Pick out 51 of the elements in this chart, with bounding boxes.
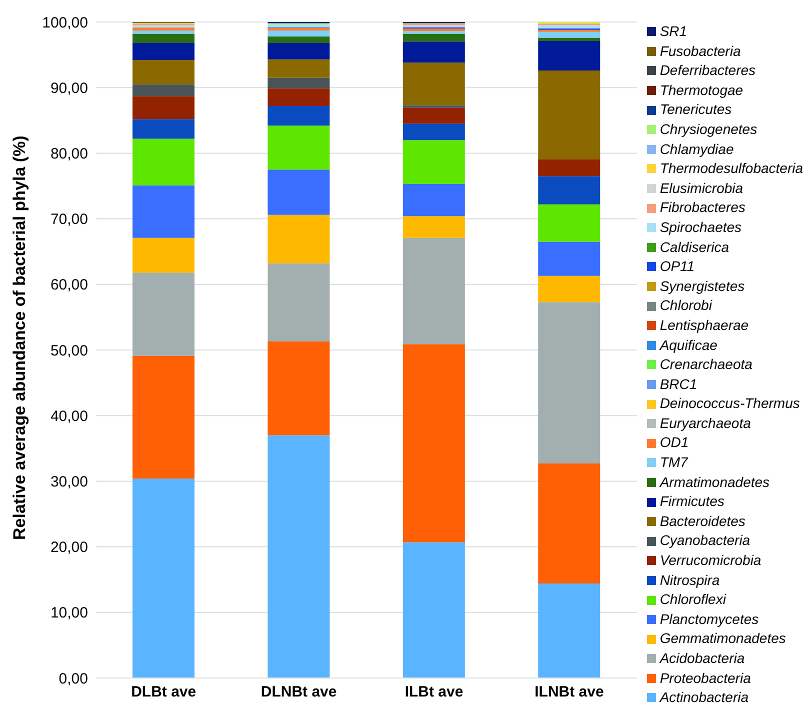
legend-label: Nitrospira — [660, 570, 720, 590]
y-tick-label: 80,00 — [50, 146, 88, 163]
y-tick-label: 50,00 — [50, 342, 88, 360]
y-axis-title: Relative average abundance of bacterial phyla (%) — [10, 136, 30, 540]
legend-label: Deferribacteres — [660, 61, 756, 80]
legend-label: Aquificae — [660, 336, 718, 355]
legend-label: Fibrobacteres — [660, 198, 746, 218]
x-tick-label: ILNBt ave — [534, 684, 604, 701]
legend-label: Gemmatimonadetes — [660, 629, 786, 648]
y-tick-label: 20,00 — [50, 539, 88, 556]
legend-label: Armatimonadetes — [660, 472, 770, 492]
legend-label: OD1 — [660, 433, 689, 452]
legend-label: Planctomycetes — [660, 610, 759, 629]
legend-label: TM7 — [660, 453, 688, 472]
legend-label: Tenericutes — [660, 100, 732, 120]
legend-label: Thermodesulfobacteria — [660, 159, 803, 178]
y-tick-label: 0,00 — [58, 670, 88, 688]
y-tick-label: 90,00 — [50, 80, 88, 97]
x-tick-label: ILBt ave — [404, 684, 464, 701]
legend-label: Caldiserica — [660, 238, 730, 257]
y-tick-label: 70,00 — [50, 211, 88, 228]
legend-label: SR1 — [660, 22, 688, 41]
y-tick-label: 10,00 — [50, 604, 88, 622]
legend-label: Firmicutes — [660, 492, 724, 512]
legend-label: Proteobacteria — [660, 668, 751, 688]
y-tick-label: 100,00 — [42, 14, 88, 32]
y-tick-label: 30,00 — [50, 474, 88, 491]
y-tick-label: 40,00 — [50, 408, 88, 425]
legend-label: Bacteroidetes — [660, 512, 746, 531]
legend-label: Fusobacteria — [660, 42, 741, 61]
legend-label: Chloroflexi — [660, 590, 726, 610]
legend-label: Chrysiogenetes — [660, 120, 758, 139]
legend-label: OP11 — [660, 257, 695, 276]
legend-label: Chlamydiae — [660, 140, 734, 159]
x-tick-label: DLBt ave — [131, 684, 196, 701]
legend-label: Thermotogae — [660, 80, 744, 100]
legend-label: Synergistetes — [660, 276, 745, 296]
legend-label: Verrucomicrobia — [660, 551, 762, 570]
legend-label: Deinococcus-Thermus — [660, 394, 800, 414]
legend-label: BRC1 — [660, 374, 698, 394]
x-tick-label: DLNBt ave — [260, 684, 337, 701]
legend-label: Spirochaetes — [660, 218, 742, 237]
legend-label: Crenarchaeota — [660, 355, 752, 374]
legend-label: Acidobacteria — [660, 649, 745, 668]
legend-label: Elusimicrobia — [660, 178, 744, 198]
legend-label: Lentisphaerae — [660, 316, 749, 335]
legend-label: Actinobacteria — [660, 688, 749, 708]
legend-label: Cyanobacteria — [660, 531, 750, 550]
legend-label: Chlorobi — [660, 296, 712, 316]
y-tick-label: 60,00 — [50, 276, 88, 294]
legend-label: Euryarchaeota — [660, 414, 751, 433]
